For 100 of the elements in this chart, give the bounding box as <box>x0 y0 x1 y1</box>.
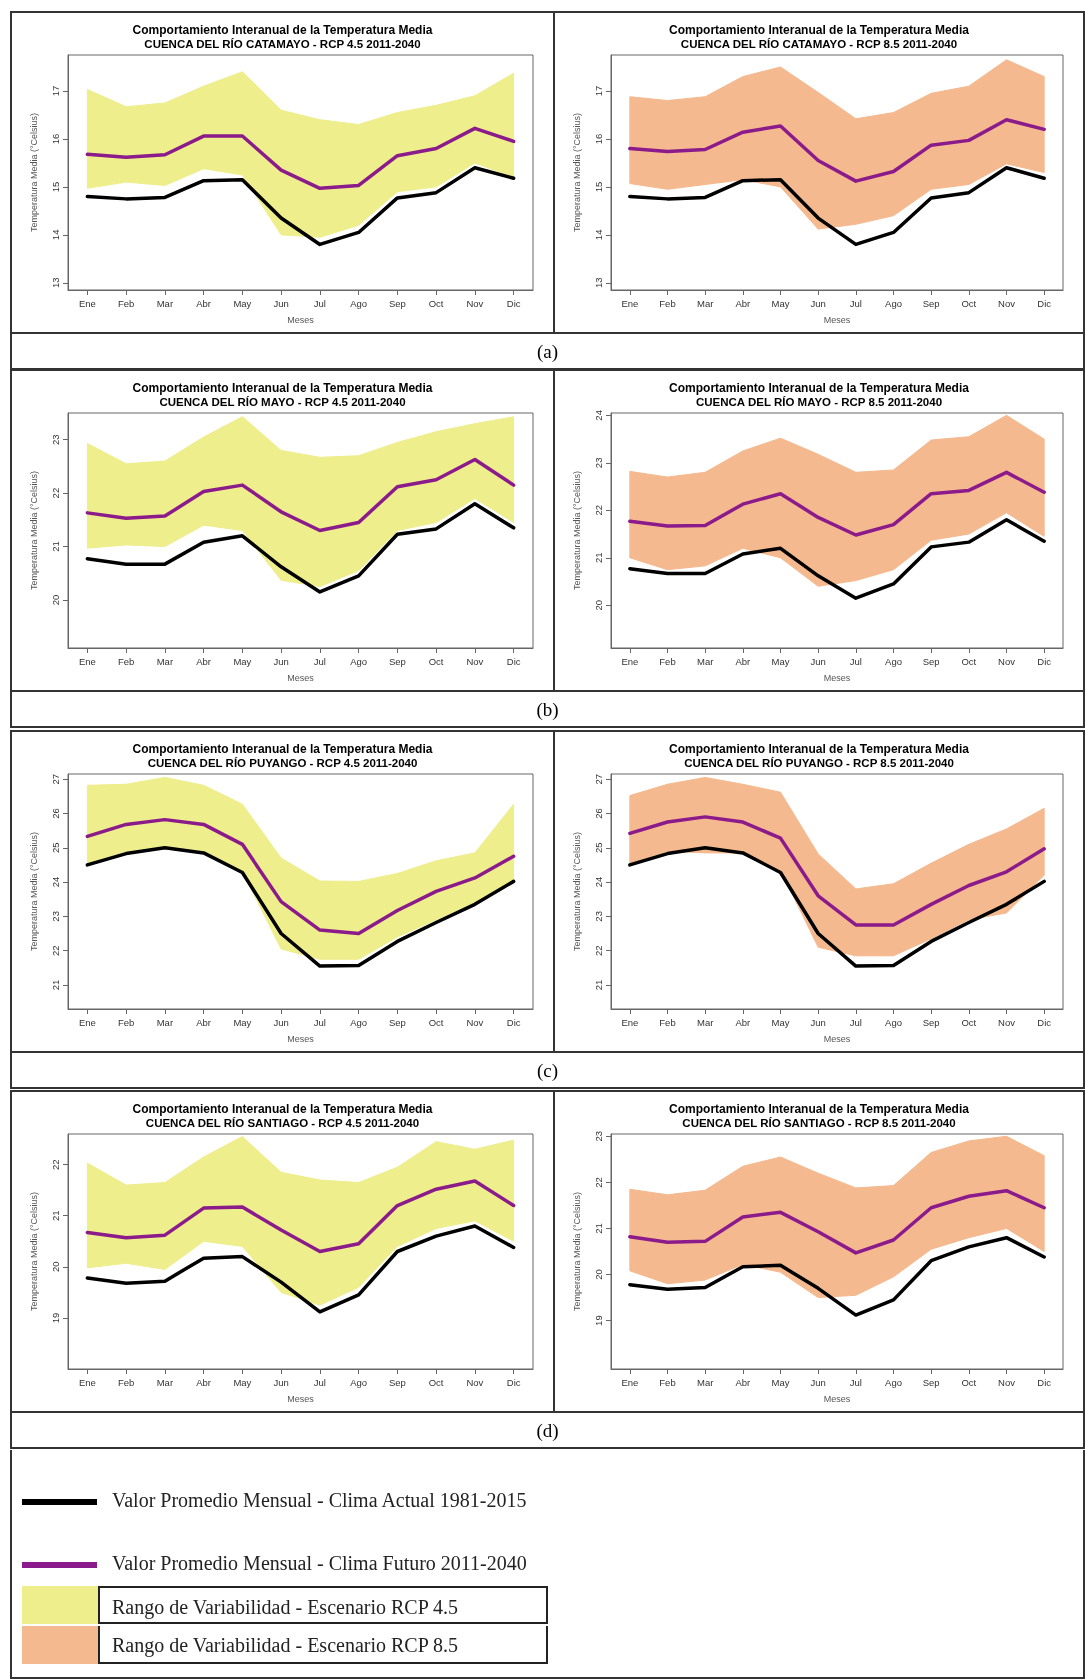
x-tick-label: Jun <box>810 1376 826 1388</box>
y-tick-label: 23 <box>592 1131 604 1142</box>
chart-title: Comportamiento Interanual de la Temperatura Media <box>669 381 970 395</box>
x-tick-label: May <box>233 1016 252 1028</box>
chart-subtitle: CUENCA DEL RÍO CATAMAYO - RCP 8.5 2011-2040 <box>680 38 958 50</box>
chart-subtitle: CUENCA DEL RÍO MAYO - RCP 8.5 2011-2040 <box>695 396 943 408</box>
x-tick-label: Dic <box>1037 1376 1052 1388</box>
y-tick-label: 15 <box>49 181 61 193</box>
x-tick-label: Ene <box>621 297 639 309</box>
x-tick-label: Dic <box>506 1376 521 1388</box>
y-tick-label: 23 <box>592 911 604 922</box>
x-tick-label: Jun <box>810 297 826 309</box>
x-tick-label: Nov <box>466 297 484 309</box>
x-tick-label: Jun <box>810 655 826 667</box>
y-tick-label: 22 <box>592 1177 604 1188</box>
x-tick-label: Oct <box>961 655 977 667</box>
x-tick-label: Jul <box>849 655 862 667</box>
x-tick-label: Oct <box>428 1016 444 1028</box>
x-tick-label: Ene <box>621 1376 639 1388</box>
legend-label: Valor Promedio Mensual - Clima Futuro 2011-2040 <box>112 1552 527 1575</box>
x-tick-label: Dic <box>1037 1016 1052 1028</box>
x-tick-label: May <box>771 1016 790 1028</box>
chart-subtitle: CUENCA DEL RÍO SANTIAGO - RCP 8.5 2011-2040 <box>682 1117 956 1129</box>
x-tick-label: Ene <box>621 655 639 667</box>
x-tick-label: Abr <box>196 297 212 309</box>
x-tick-label: Ago <box>350 1016 368 1028</box>
x-tick-label: Ene <box>78 297 96 309</box>
x-tick-label: Jul <box>313 297 326 309</box>
chart-title: Comportamiento Interanual de la Temperatura Media <box>132 381 433 395</box>
x-tick-label: Mar <box>156 1376 174 1388</box>
y-tick-label: 23 <box>49 434 61 445</box>
y-axis-title: Temperatura Media (°Celsius) <box>28 1191 39 1312</box>
x-tick-label: Mar <box>156 297 174 309</box>
y-tick-label: 21 <box>592 1223 604 1234</box>
legend-label: Valor Promedio Mensual - Clima Actual 1981-2015 <box>112 1489 527 1512</box>
chart-title: Comportamiento Interanual de la Temperatura Media <box>669 742 970 756</box>
x-tick-label: Mar <box>156 1016 174 1028</box>
x-tick-label: Mar <box>696 1016 714 1028</box>
y-tick-label: 25 <box>49 842 61 854</box>
y-tick-label: 19 <box>49 1312 61 1324</box>
x-tick-label: Jul <box>849 1376 862 1388</box>
y-tick-label: 14 <box>49 229 61 241</box>
y-tick-label: 27 <box>49 773 61 785</box>
x-tick-label: Ago <box>350 1376 368 1388</box>
x-tick-label: Jul <box>313 1016 326 1028</box>
x-tick-label: Ene <box>78 655 96 667</box>
x-tick-label: Sep <box>388 297 406 309</box>
y-axis-title: Temperatura Media (°Celsius) <box>571 112 582 233</box>
x-tick-label: Ago <box>885 1376 902 1388</box>
x-tick-label: Mar <box>696 297 714 309</box>
x-tick-label: Oct <box>961 1016 977 1028</box>
x-tick-label: Feb <box>659 1016 676 1028</box>
x-tick-label: May <box>233 655 252 667</box>
x-tick-label: Sep <box>922 1016 940 1028</box>
x-axis-title: Meses <box>287 1033 315 1044</box>
x-tick-label: Jun <box>273 297 289 309</box>
x-tick-label: Nov <box>466 655 484 667</box>
x-tick-label: Ago <box>350 655 368 667</box>
x-tick-label: Feb <box>659 655 676 667</box>
x-tick-label: Feb <box>117 1376 135 1388</box>
x-tick-label: Abr <box>735 655 751 667</box>
x-tick-label: Sep <box>922 297 940 309</box>
y-tick-label: 21 <box>49 979 61 991</box>
x-tick-label: Ago <box>885 297 902 309</box>
y-tick-label: 26 <box>49 808 61 819</box>
x-tick-label: Sep <box>388 1376 406 1388</box>
x-tick-label: Mar <box>696 1376 714 1388</box>
y-tick-label: 13 <box>49 277 61 289</box>
x-tick-label: Nov <box>998 1376 1016 1388</box>
x-tick-label: Sep <box>388 1016 406 1028</box>
x-tick-label: Ene <box>78 1376 96 1388</box>
chart-subtitle: CUENCA DEL RÍO SANTIAGO - RCP 4.5 2011-2040 <box>145 1117 420 1129</box>
x-axis-title: Meses <box>823 1033 851 1044</box>
x-axis-title: Meses <box>287 672 315 683</box>
chart-subtitle: CUENCA DEL RÍO PUYANGO - RCP 8.5 2011-2040 <box>684 757 954 769</box>
x-axis-title: Meses <box>287 314 315 325</box>
y-tick-label: 26 <box>592 808 604 819</box>
y-tick-label: 21 <box>49 1210 61 1222</box>
x-tick-label: Mar <box>696 655 714 667</box>
y-tick-label: 22 <box>592 505 604 516</box>
x-tick-label: Oct <box>961 297 977 309</box>
x-tick-label: Abr <box>735 1376 751 1388</box>
x-tick-label: Ago <box>350 297 368 309</box>
x-tick-label: Abr <box>196 1016 212 1028</box>
y-tick-label: 23 <box>49 911 61 922</box>
x-tick-label: Abr <box>735 297 751 309</box>
x-tick-label: Jun <box>273 1376 289 1388</box>
y-axis-title: Temperatura Media (°Celsius) <box>28 470 39 591</box>
x-axis-title: Meses <box>823 1393 851 1404</box>
y-axis-title: Temperatura Media (°Celsius) <box>28 112 39 233</box>
x-tick-label: May <box>771 655 790 667</box>
x-tick-label: Sep <box>922 1376 940 1388</box>
y-tick-label: 21 <box>592 552 604 564</box>
x-tick-label: May <box>771 1376 790 1388</box>
text: (c) <box>10 1053 1085 1089</box>
x-tick-label: Feb <box>117 655 135 667</box>
x-tick-label: Feb <box>117 297 135 309</box>
y-tick-label: 20 <box>49 594 61 606</box>
chart-title: Comportamiento Interanual de la Temperatura Media <box>669 1102 970 1116</box>
x-tick-label: Ago <box>885 655 902 667</box>
